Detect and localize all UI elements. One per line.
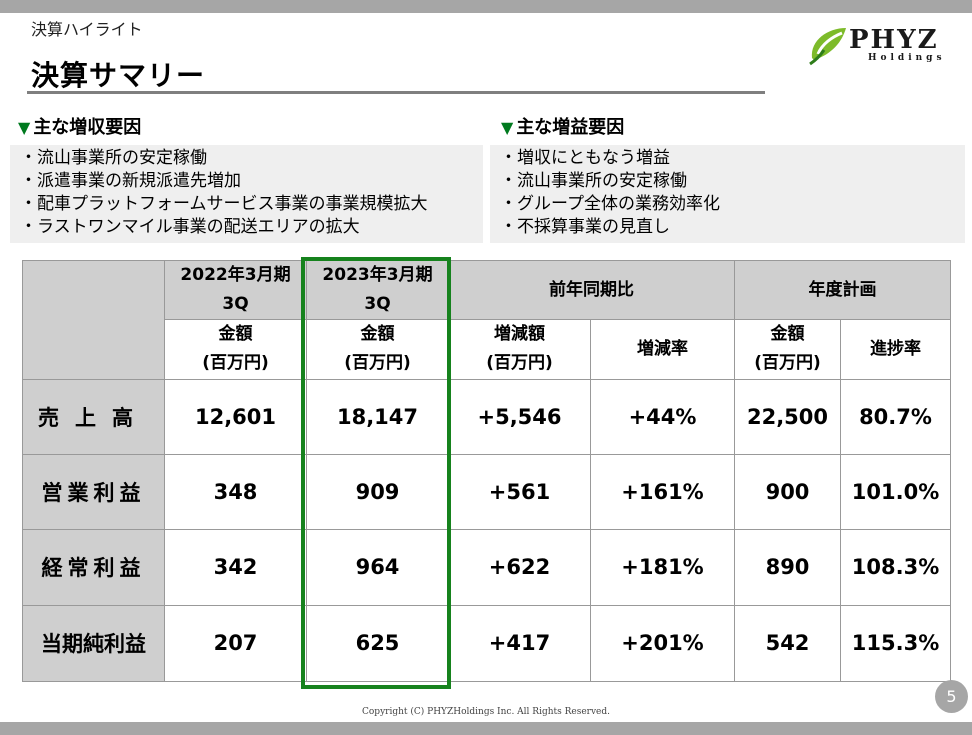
list-item: ・配車プラットフォームサービス事業の事業規模拡大 [20, 194, 428, 214]
row-label: 営業利益 [22, 453, 165, 531]
title-underline [27, 91, 765, 94]
profit-factors-heading: ▼ 主な増益要因 [501, 113, 624, 139]
progress-value: 115.3% [840, 604, 951, 683]
page-title: 決算サマリー [31, 59, 206, 92]
unit-label: (百万円) [202, 353, 269, 374]
change-amount-label: 増減額 [494, 324, 545, 345]
curr-period-label: 3Q [364, 294, 391, 315]
row-label: 売上高 [22, 378, 165, 455]
logo-leaf-icon [809, 28, 846, 66]
curr-value: 909 [306, 453, 449, 531]
subheader-plan-amount: 金額 (百万円) [734, 319, 841, 380]
plan-value: 900 [734, 453, 841, 531]
progress-value: 80.7% [840, 378, 951, 455]
rate-value: +181% [590, 529, 735, 606]
unit-label: (百万円) [344, 353, 411, 374]
col-header-yoy: 前年同期比 [448, 259, 735, 321]
change-value: +622 [448, 529, 591, 606]
subheader-progress: 進捗率 [840, 319, 951, 380]
table-row: 当期純利益 207 625 +417 +201% 542 115.3% [22, 604, 951, 683]
prev-value: 12,601 [164, 378, 307, 455]
list-item: ・不採算事業の見直し [500, 217, 670, 237]
subheader-change-rate: 増減率 [590, 319, 735, 380]
revenue-factors-heading-text: 主な増収要因 [33, 117, 142, 138]
logo-name: PHYZ [849, 25, 939, 55]
plan-value: 22,500 [734, 378, 841, 455]
logo-subtitle: Holdings [868, 53, 946, 63]
current-period-highlight [301, 257, 451, 689]
list-item: ・派遣事業の新規派遣先増加 [20, 171, 241, 191]
curr-year-label: 2023年3月期 [322, 265, 433, 286]
plan-value: 890 [734, 529, 841, 606]
plan-value: 542 [734, 604, 841, 683]
unit-label: (百万円) [754, 353, 821, 374]
subheader-prev-amount: 金額 (百万円) [164, 319, 307, 380]
list-item: ・流山事業所の安定稼働 [20, 148, 207, 168]
subheader-curr-amount: 金額 (百万円) [306, 319, 449, 380]
change-value: +417 [448, 604, 591, 683]
company-logo: PHYZ Holdings [806, 24, 956, 68]
page-number: 5 [935, 680, 968, 713]
amount-label: 金額 [218, 324, 253, 345]
table-row: 営業利益 348 909 +561 +161% 900 101.0% [22, 453, 951, 531]
table-row: 売上高 12,601 18,147 +5,546 +44% 22,500 80.… [22, 378, 951, 455]
rate-value: +44% [590, 378, 735, 455]
progress-value: 108.3% [840, 529, 951, 606]
copyright: Copyright (C) PHYZHoldings Inc. All Righ… [362, 707, 610, 717]
prev-value: 348 [164, 453, 307, 531]
row-label-header [22, 260, 165, 380]
change-value: +5,546 [448, 378, 591, 455]
list-item: ・ラストワンマイル事業の配送エリアの拡大 [20, 217, 360, 237]
prev-year-label: 2022年3月期 [180, 265, 291, 286]
bottom-bar [0, 722, 972, 735]
table-subheader-row: 金額 (百万円) 金額 (百万円) 増減額 (百万円) 増減率 金額 (百万円)… [23, 319, 951, 380]
rate-value: +201% [590, 604, 735, 683]
profit-factors-box: ・増収にともなう増益 ・流山事業所の安定稼働 ・グループ全体の業務効率化 ・不採… [490, 145, 965, 243]
curr-value: 625 [306, 604, 449, 683]
progress-value: 101.0% [840, 453, 951, 531]
list-item: ・流山事業所の安定稼働 [500, 171, 687, 191]
row-label: 当期純利益 [22, 604, 165, 683]
revenue-factors-box: ・流山事業所の安定稼働 ・派遣事業の新規派遣先増加 ・配車プラットフォームサービ… [10, 145, 483, 243]
rate-value: +161% [590, 453, 735, 531]
amount-label: 金額 [770, 324, 805, 345]
col-header-curr-year: 2023年3月期 3Q [306, 259, 449, 321]
curr-value: 18,147 [306, 378, 449, 455]
table-header-row: 2022年3月期 3Q 2023年3月期 3Q 前年同期比 年度計画 [22, 259, 951, 380]
unit-label: (百万円) [486, 353, 553, 374]
revenue-factors-heading: ▼ 主な増収要因 [18, 113, 141, 139]
list-item: ・増収にともなう増益 [500, 148, 670, 168]
summary-table: 2022年3月期 3Q 2023年3月期 3Q 前年同期比 年度計画 金額 (百… [22, 259, 951, 683]
top-bar [0, 0, 972, 13]
triangle-down-icon: ▼ [501, 118, 514, 137]
curr-value: 964 [306, 529, 449, 606]
list-item: ・グループ全体の業務効率化 [500, 194, 720, 214]
profit-factors-heading-text: 主な増益要因 [516, 117, 625, 138]
col-header-prev-year: 2022年3月期 3Q [164, 259, 307, 321]
triangle-down-icon: ▼ [18, 118, 31, 137]
subheader-change-amount: 増減額 (百万円) [448, 319, 591, 380]
section-label: 決算ハイライト [31, 20, 143, 39]
col-header-plan: 年度計画 [734, 259, 951, 321]
prev-period-label: 3Q [222, 294, 249, 315]
amount-label: 金額 [360, 324, 395, 345]
row-label: 経常利益 [22, 529, 165, 606]
prev-value: 207 [164, 604, 307, 683]
change-value: +561 [448, 453, 591, 531]
table-row: 経常利益 342 964 +622 +181% 890 108.3% [22, 529, 951, 606]
prev-value: 342 [164, 529, 307, 606]
